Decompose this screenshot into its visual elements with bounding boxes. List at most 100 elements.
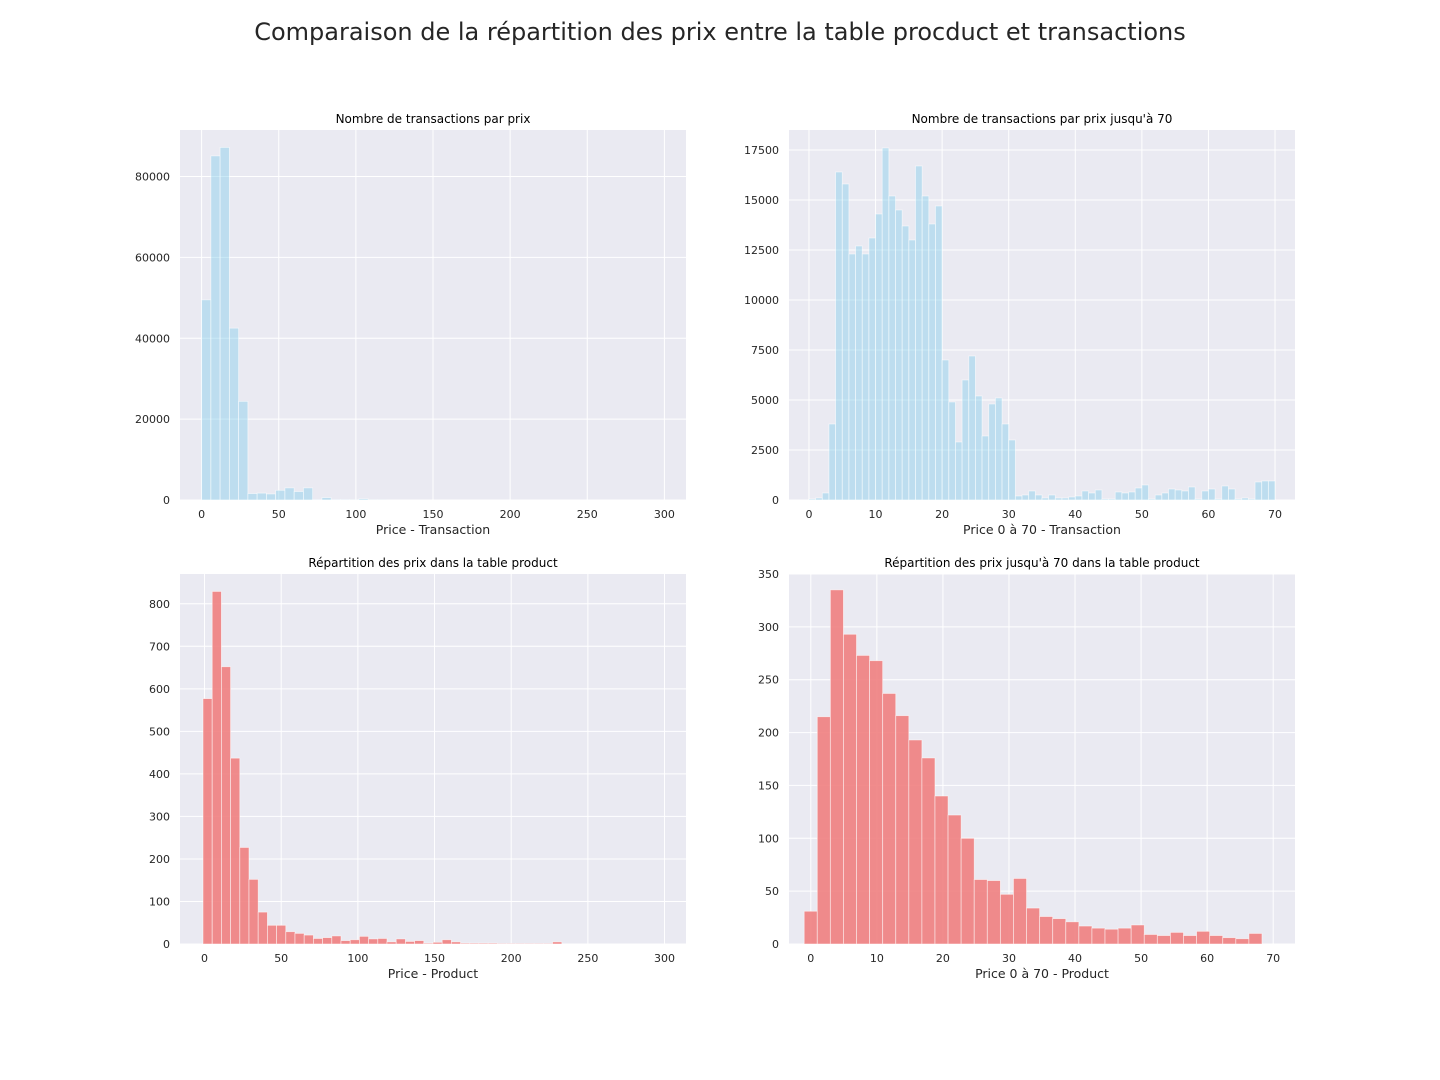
histogram-bar <box>1108 498 1116 501</box>
x-tick-label: 40 <box>1068 952 1082 965</box>
plot-background <box>789 130 1295 500</box>
histogram-bar <box>1196 930 1211 945</box>
x-tick-label: 300 <box>654 508 675 521</box>
x-tick-label: 50 <box>274 952 288 965</box>
y-tick-label: 10000 <box>744 294 779 307</box>
y-tick-label: 17500 <box>744 144 779 157</box>
histogram-bar <box>487 942 498 945</box>
histogram-bar <box>1094 489 1103 501</box>
histogram-bar <box>469 942 480 945</box>
y-tick-label: 15000 <box>744 194 779 207</box>
histogram-bar <box>1170 931 1184 945</box>
chart-title: Nombre de transactions par prix jusqu'à … <box>912 112 1173 126</box>
histogram-bar <box>915 165 923 501</box>
y-tick-label: 0 <box>163 494 170 507</box>
histogram-bar <box>888 195 896 501</box>
x-tick-label: 20 <box>935 508 949 521</box>
histogram-bar <box>1181 490 1189 501</box>
plot-background <box>180 574 686 944</box>
histogram-bar <box>1088 492 1096 501</box>
x-tick-label: 30 <box>1002 508 1016 521</box>
histogram-bar <box>432 941 443 945</box>
histogram-bar <box>1247 498 1256 501</box>
histogram-bar <box>238 400 249 501</box>
histogram-bar <box>948 401 956 501</box>
x-tick-label: 150 <box>423 508 444 521</box>
x-tick-label: 60 <box>1201 508 1215 521</box>
y-tick-label: 500 <box>149 725 170 738</box>
histogram-bar <box>1078 925 1093 945</box>
histogram-bar <box>941 359 950 501</box>
histogram-bar <box>460 942 471 945</box>
y-tick-label: 100 <box>758 832 779 845</box>
histogram-bar <box>386 941 397 945</box>
x-tick-label: 70 <box>1266 952 1280 965</box>
histogram-bar <box>395 938 406 945</box>
y-tick-label: 2500 <box>751 444 779 457</box>
histogram-bar <box>960 837 975 945</box>
y-tick-label: 100 <box>149 895 170 908</box>
x-tick-label: 100 <box>347 952 368 965</box>
y-tick-label: 20000 <box>135 413 170 426</box>
histogram-bar <box>935 205 943 501</box>
histogram-bar <box>1174 489 1183 501</box>
x-tick-label: 50 <box>1134 952 1148 965</box>
histogram-bar <box>988 403 996 501</box>
histogram-bar <box>1008 439 1016 501</box>
histogram-bar <box>1134 487 1143 501</box>
histogram-bar <box>275 489 286 501</box>
histogram-bar <box>210 155 221 501</box>
histogram-bar <box>1154 494 1163 501</box>
chart-product-svg: Répartition des prix dans la table produ… <box>149 556 686 981</box>
histogram-bar <box>312 938 323 945</box>
y-tick-label: 200 <box>149 853 170 866</box>
chart-transactions-svg: Nombre de transactions par prix 0 50 100 150… <box>135 112 686 537</box>
histogram-bar <box>221 666 232 945</box>
histogram-bar <box>552 941 563 945</box>
histogram-bar <box>975 395 983 501</box>
histogram-bar <box>1235 938 1250 945</box>
x-tick-label: 0 <box>807 952 814 965</box>
y-tick-label: 250 <box>758 674 779 687</box>
x-tick-label: 50 <box>272 508 286 521</box>
histogram-bar <box>828 423 837 501</box>
x-axis-label: Price 0 à 70 - Product <box>975 966 1109 981</box>
histogram-bar <box>895 715 910 945</box>
histogram-bar <box>1228 488 1236 501</box>
histogram-bar <box>322 937 333 945</box>
y-tick-label: 350 <box>758 568 779 581</box>
x-tick-label: 300 <box>654 952 675 965</box>
histogram-bar <box>968 355 976 501</box>
histogram-bar <box>257 911 268 945</box>
histogram-bar <box>855 245 863 501</box>
x-tick-label: 250 <box>577 952 598 965</box>
x-tick-label: 40 <box>1068 508 1082 521</box>
histogram-bar <box>1026 907 1041 945</box>
histogram-bar <box>284 487 295 501</box>
histogram-bar <box>841 183 850 501</box>
histogram-bar <box>1234 498 1243 501</box>
y-tick-label: 200 <box>758 727 779 740</box>
histogram-bar <box>981 435 990 501</box>
histogram-bar <box>961 379 970 501</box>
histogram-bar <box>358 498 369 501</box>
histogram-bar <box>1034 494 1043 501</box>
histogram-bar <box>1101 498 1109 501</box>
x-tick-label: 0 <box>198 508 205 521</box>
histogram-bar <box>1014 495 1023 501</box>
y-tick-label: 300 <box>758 621 779 634</box>
histogram-bar <box>1168 488 1176 501</box>
histogram-bar <box>1041 497 1050 501</box>
x-axis-label: Price - Product <box>388 966 479 981</box>
y-tick-label: 12500 <box>744 244 779 257</box>
histogram-bar <box>1117 927 1132 945</box>
histogram-bar <box>1188 486 1196 501</box>
chart-title: Répartition des prix jusqu'à 70 dans la … <box>884 556 1200 570</box>
x-tick-label: 100 <box>345 508 366 521</box>
histogram-bar <box>1091 927 1106 945</box>
histogram-bar <box>856 655 870 945</box>
x-axis-label: Price - Transaction <box>376 522 490 537</box>
histogram-bar <box>1081 490 1090 501</box>
histogram-bar <box>1141 484 1149 501</box>
histogram-bar <box>1074 495 1083 501</box>
